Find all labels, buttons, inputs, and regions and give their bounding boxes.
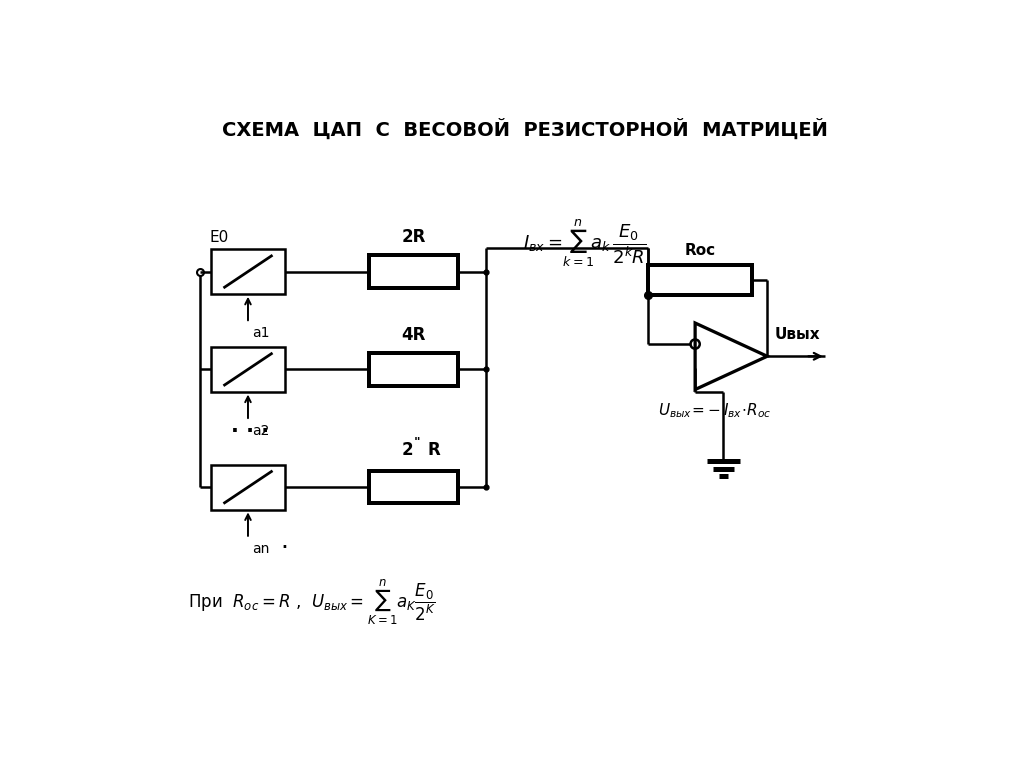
Text: 2: 2 <box>401 442 414 459</box>
Bar <box>370 353 458 386</box>
Text: СХЕМА  ЦАП  С  ВЕСОВОЙ  РЕЗИСТОРНОЙ  МАТРИЦЕЙ: СХЕМА ЦАП С ВЕСОВОЙ РЕЗИСТОРНОЙ МАТРИЦЕЙ <box>222 118 827 140</box>
Text: Roc: Roc <box>684 243 716 258</box>
Bar <box>370 471 458 503</box>
Text: E0: E0 <box>209 230 228 245</box>
Text: 4R: 4R <box>401 326 426 344</box>
Bar <box>211 347 285 392</box>
Bar <box>370 256 458 288</box>
Text: Uвых: Uвых <box>775 327 820 343</box>
Text: . . .: . . . <box>230 415 269 435</box>
Text: a1: a1 <box>252 326 269 340</box>
Text: R: R <box>427 442 440 459</box>
Text: ": " <box>414 436 420 449</box>
Text: $U_{\mathit{вых}}\!=\!-I_{\mathit{вх}}\!\cdot\! R_{\mathit{oc}}$: $U_{\mathit{вых}}\!=\!-I_{\mathit{вх}}\!… <box>658 401 771 419</box>
Bar <box>648 266 752 295</box>
Text: .: . <box>281 529 289 553</box>
Bar <box>211 465 285 509</box>
Text: a2: a2 <box>252 424 269 438</box>
Text: an: an <box>252 542 269 556</box>
Text: 2R: 2R <box>401 228 426 247</box>
Text: При  $R_{oc}=R$ ,  $U_{\mathit{вых}}=\sum_{K=1}^{n}a_K\dfrac{E_0}{2^K}$: При $R_{oc}=R$ , $U_{\mathit{вых}}=\sum_… <box>188 578 436 627</box>
Text: $\mathit{I}_{\mathit{вх}}=\!\sum_{k=1}^{n}\!a_k\,\dfrac{E_0}{2^k R}$: $\mathit{I}_{\mathit{вх}}=\!\sum_{k=1}^{… <box>523 217 647 269</box>
Bar <box>211 250 285 294</box>
